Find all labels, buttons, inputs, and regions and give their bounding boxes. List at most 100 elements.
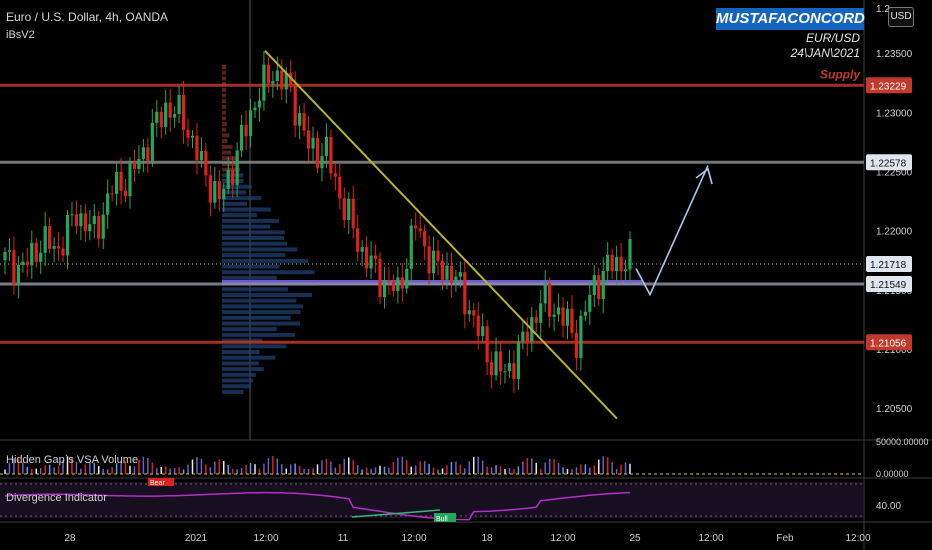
candle [463, 257, 467, 329]
candle-body [208, 175, 212, 203]
candle-body [565, 308, 570, 326]
volume-profile-bar [222, 167, 241, 172]
candle-body [481, 326, 485, 336]
candle-body [467, 310, 471, 315]
candle-body [592, 275, 596, 295]
candle-body [534, 317, 538, 323]
candle-body [387, 279, 391, 282]
time-tick-label: 28 [64, 533, 76, 544]
time-tick-label: 12:00 [253, 533, 278, 544]
candle [534, 309, 538, 333]
candle [431, 236, 436, 282]
bear-badge: Bear [148, 478, 174, 487]
candle-body [21, 261, 25, 265]
candle [324, 123, 329, 169]
candle-body [74, 214, 79, 227]
price-label-bg [866, 334, 912, 351]
candle [552, 303, 556, 331]
candle [30, 230, 34, 280]
candle-body [445, 265, 449, 280]
candle-body [623, 269, 628, 272]
volume-profile-bar [222, 361, 259, 366]
candle-body [476, 315, 480, 336]
candle [12, 236, 16, 295]
price-label-bg [866, 256, 912, 272]
candle [418, 215, 422, 238]
candle [503, 363, 507, 384]
time-tick-label: 25 [629, 533, 641, 544]
candle [342, 187, 346, 229]
bear-badge-text: Bear [150, 480, 165, 487]
candle [548, 277, 552, 328]
candle [373, 244, 378, 273]
candle [123, 179, 128, 203]
candle-body [320, 156, 324, 169]
candle [257, 87, 262, 122]
candle-body [485, 326, 489, 363]
volume-profile-bar [222, 150, 232, 155]
candle-body [52, 246, 56, 249]
candle-body [628, 239, 632, 270]
currency-button[interactable]: USD [888, 7, 914, 27]
candle [159, 106, 163, 139]
candle-body [25, 261, 29, 266]
candle-body [440, 260, 445, 280]
candle-body [88, 224, 92, 232]
candle-body [409, 225, 413, 269]
volume-bars [4, 456, 631, 474]
volume-profile-bar [222, 287, 288, 292]
volume-profile-bar [222, 230, 285, 235]
price-label-box: 1.22578 [866, 154, 912, 171]
volume-profile-bar [222, 264, 280, 269]
volume-profile-bar [222, 310, 301, 315]
price-label-box: 1.21718 [866, 256, 912, 272]
volume-profile-bar [222, 144, 233, 149]
volume-profile-bar [222, 304, 304, 309]
time-tick-label: Feb [776, 533, 794, 544]
candle-body [173, 113, 177, 118]
candle [378, 252, 382, 305]
candle [298, 105, 302, 140]
candle-body [275, 70, 279, 82]
candle [25, 247, 29, 277]
volume-profile-bar [222, 218, 279, 223]
divergence-line [4, 491, 631, 521]
candle [556, 293, 561, 322]
candle [360, 239, 364, 266]
candle [539, 289, 543, 337]
volume-profile-bar [222, 116, 226, 121]
price-tick-label: 1.2 [876, 4, 890, 15]
volume-profile-bar [222, 156, 237, 161]
candle-body [333, 173, 337, 177]
candle [88, 210, 92, 241]
candle [115, 162, 119, 206]
candle-body [199, 150, 204, 161]
bull-badge: Bull [434, 513, 456, 523]
candle-body [351, 198, 355, 229]
candle [204, 143, 208, 187]
candle [445, 252, 449, 290]
candle [222, 183, 226, 213]
candle [231, 156, 235, 199]
candle [155, 100, 159, 137]
divergence-title: Divergence Indicator [6, 492, 107, 504]
candle-body [150, 122, 154, 161]
candle-body [431, 250, 436, 274]
time-tick-label: 12:00 [698, 533, 723, 544]
candle [436, 240, 440, 275]
volume-profile-bar [222, 258, 309, 263]
candle [512, 350, 516, 393]
pair-label: EUR/USD [805, 31, 860, 45]
volume-profile-bar [222, 127, 226, 132]
candle-body [423, 231, 427, 247]
candle [338, 162, 342, 210]
price-label-text: 1.21718 [870, 260, 907, 271]
candle-body [280, 70, 284, 90]
price-label-text: 1.22578 [870, 158, 907, 169]
volume-profile-bar [222, 315, 291, 320]
candle-body [373, 255, 378, 259]
candle-body [79, 213, 83, 227]
candle [132, 149, 137, 183]
candle [146, 137, 150, 173]
